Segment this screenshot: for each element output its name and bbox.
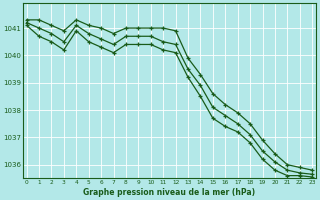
- X-axis label: Graphe pression niveau de la mer (hPa): Graphe pression niveau de la mer (hPa): [83, 188, 255, 197]
